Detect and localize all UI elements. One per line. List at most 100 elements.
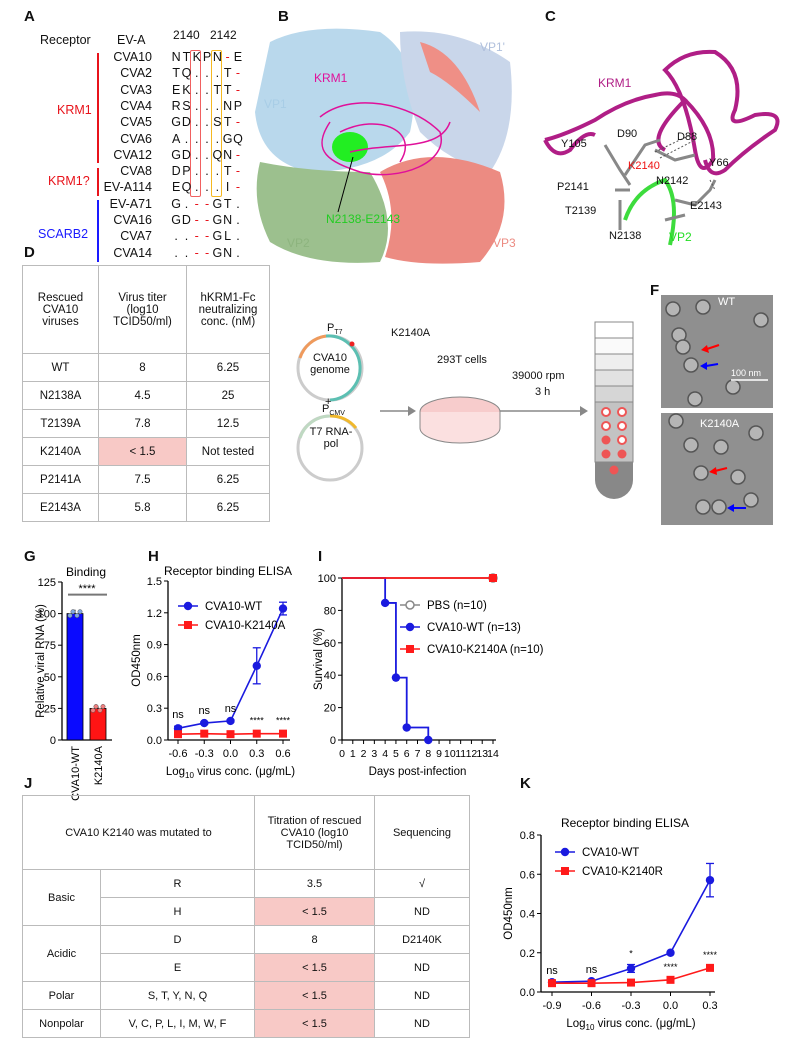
residue-char: .: [205, 66, 209, 81]
group-cell: Acidic: [22, 925, 101, 982]
table-row: E < 1.5 ND: [23, 953, 470, 982]
series-CVA10-K2140A-point: [200, 729, 209, 738]
series-CVA10-K2140A-point: [489, 574, 497, 582]
alignment-virus-name: CVA3: [120, 82, 152, 97]
table-cell: 7.5: [98, 465, 187, 494]
residue-char: P: [233, 98, 243, 113]
b-label-vp1: VP1: [264, 97, 287, 111]
y-tick-label: 0.9: [147, 640, 162, 652]
bar-CVA10-WT: [66, 613, 84, 741]
residue-char: .: [184, 131, 189, 146]
y-tick-label: 0.0: [147, 735, 162, 747]
residue-k2140: K2140: [628, 160, 660, 172]
mut-cell: S, T, Y, N, Q: [100, 981, 255, 1010]
residue-char: T: [223, 82, 232, 97]
residue-char: I: [225, 180, 230, 195]
residue-char: .: [236, 229, 240, 244]
group-cell: Basic: [22, 869, 101, 926]
y-tick-label: 100: [318, 573, 336, 585]
mutation-titration-table: CVA10 K2140 was mutated to Titration of r…: [22, 795, 470, 1038]
table-cell: < 1.5: [98, 437, 187, 466]
alignment-virus-name: CVA10: [113, 50, 152, 64]
residue-char: .: [215, 98, 220, 113]
legend-marker: [405, 600, 415, 610]
residue-char: L: [224, 229, 232, 244]
header-neutralizing: hKRM1-Fc neutralizing conc. (nM): [186, 265, 270, 354]
b-label-loop: N2138-E2143: [326, 212, 401, 226]
series-CVA10-K2140A-point: [174, 730, 182, 739]
x-tick-label: 4: [382, 748, 388, 760]
x-tick-label: 14: [487, 748, 499, 760]
residue-char: N: [212, 50, 222, 64]
titer-cell: < 1.5: [254, 897, 375, 926]
chart-title: Receptor binding ELISA: [561, 816, 689, 830]
x-tick-label: -0.6: [169, 748, 188, 760]
series-CVA10-K2140R-point: [548, 979, 556, 988]
alignment-virus-name: CVA12: [113, 147, 152, 162]
residue-char: -: [225, 50, 230, 64]
x-tick-label: 13: [476, 748, 488, 760]
residue-char: .: [195, 82, 199, 97]
residue-p2141: P2141: [557, 181, 589, 193]
residue-char: -: [235, 147, 241, 162]
x-tick-label: 5: [393, 748, 399, 760]
residue-char: Q: [181, 180, 192, 195]
significance-label: *: [629, 949, 633, 959]
receptor-header: Receptor: [40, 33, 91, 47]
residue-char: Q: [212, 147, 223, 162]
centrifuge-speed: 39000 rpm: [512, 370, 565, 382]
plus-sign: +: [325, 396, 332, 408]
rescue-workflow-diagram: [296, 321, 634, 499]
residue-char: -: [194, 245, 199, 260]
legend-label: CVA10-WT (n=13): [427, 622, 521, 634]
residue-char: .: [195, 98, 199, 113]
promoter-cmv: PCMV: [322, 403, 345, 417]
residue-char: T: [223, 115, 232, 130]
position-2140: 2140: [173, 28, 200, 42]
residue-d90: D90: [617, 128, 638, 140]
residue-char: -: [194, 196, 199, 211]
krm1-ribbon-c: [543, 49, 780, 176]
data-point: [74, 613, 80, 618]
residue-char: .: [205, 115, 209, 130]
vp3-surface: [380, 157, 505, 264]
x-tick-label: 0.3: [702, 1000, 717, 1012]
panel-label-a: A: [24, 8, 35, 25]
residue-char: .: [205, 147, 209, 162]
x-tick-label: -0.3: [622, 1000, 641, 1012]
b-label-krm1: KRM1: [314, 71, 348, 85]
series-CVA10-K2140A-point: [226, 730, 235, 739]
panel-label-d: D: [24, 244, 35, 261]
chart-title: Receptor binding ELISA: [164, 564, 292, 578]
residue-char: .: [195, 180, 199, 195]
data-point: [93, 704, 99, 709]
y-tick-label: 0.6: [520, 869, 535, 881]
y-axis-label: Survival (%): [313, 628, 325, 690]
data-point: [70, 609, 76, 615]
significance-label: ****: [250, 716, 265, 726]
residue-char: -: [235, 115, 241, 130]
residue-char: .: [174, 245, 178, 260]
chart-title: Binding: [66, 565, 106, 579]
x-axis-label: Log10 virus conc. (μg/mL): [166, 766, 295, 780]
residue-char: -: [204, 196, 210, 211]
y-tick-label: 0: [50, 735, 56, 747]
legend-marker: [406, 645, 414, 653]
residue-char: K: [182, 82, 191, 97]
seq-cell: ND: [374, 981, 470, 1010]
seq-cell: ND: [374, 897, 470, 926]
chart-k-elisa: 0.0 0.2 0.4 0.6 0.8 -0.9 -0.6 -0.3 0.0 0.3 Recepto…: [503, 816, 718, 1032]
eva-header: EV-A: [117, 33, 146, 47]
residue-char: G: [212, 196, 223, 211]
y-tick-label: 100: [38, 609, 56, 621]
data-point: [97, 707, 103, 713]
residue-char: P: [182, 164, 191, 179]
significance-label: ****: [78, 583, 96, 595]
table-row: P2141A 7.5 6.25: [22, 465, 270, 494]
table-row: T2139A 7.8 12.5: [22, 409, 270, 438]
residue-char: .: [184, 245, 189, 260]
table-cell: 6.25: [186, 465, 270, 494]
residue-char: -: [194, 213, 199, 227]
